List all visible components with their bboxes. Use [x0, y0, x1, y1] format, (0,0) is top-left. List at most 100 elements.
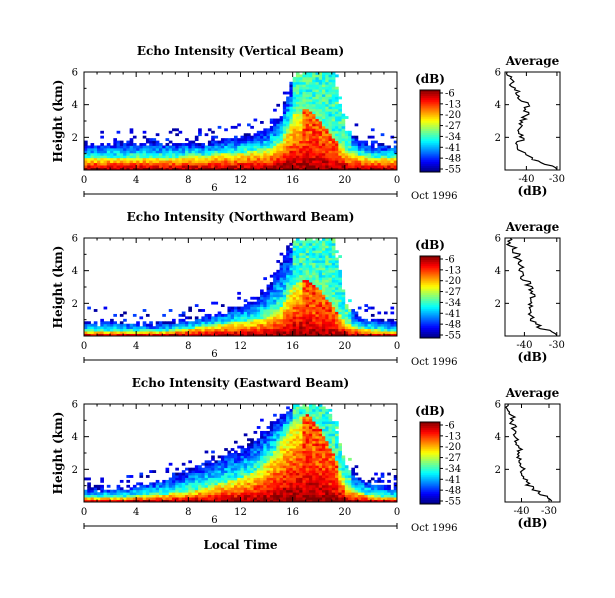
heatmap-cell	[97, 484, 101, 488]
date-label: Oct 1996	[411, 191, 457, 202]
heatmap-cell	[315, 250, 320, 254]
heatmap-cell	[331, 162, 336, 166]
heatmap-cell	[351, 147, 356, 151]
heatmap-cell	[158, 160, 163, 164]
heatmap-cell	[175, 475, 179, 478]
heatmap-cell	[282, 448, 287, 451]
heatmap-cell	[308, 472, 313, 476]
heatmap-cell	[162, 497, 166, 500]
heatmap-cell	[100, 497, 104, 500]
heatmap-cell	[273, 443, 277, 447]
heatmap-cell	[322, 284, 326, 288]
heatmap-cell	[325, 408, 329, 412]
heatmap-cell	[145, 157, 150, 161]
heatmap-cell	[322, 279, 326, 283]
heatmap-cell	[302, 279, 307, 283]
heatmap-cells	[84, 238, 398, 337]
heatmap-cell	[354, 328, 359, 332]
heatmap-cell	[322, 438, 326, 442]
heatmap-cell	[145, 323, 150, 327]
heatmap-cell	[318, 135, 323, 139]
heatmap-cell	[227, 152, 232, 156]
heatmap-cell	[305, 269, 310, 273]
heatmap-cell	[335, 89, 339, 92]
heatmap-cell	[328, 487, 333, 491]
heatmap-cell	[305, 477, 310, 481]
heatmap-cell	[250, 311, 254, 315]
heatmap-cell	[273, 433, 277, 437]
heatmap-cell	[318, 162, 323, 166]
heatmap-cell	[328, 111, 333, 115]
heatmap-cell	[289, 143, 294, 146]
heatmap-cell	[217, 152, 222, 156]
heatmap-cell	[250, 318, 254, 322]
heatmap-cell	[295, 301, 300, 305]
heatmap-cell	[370, 147, 375, 151]
heatmap-cell	[136, 152, 140, 156]
heatmap-cell	[322, 470, 326, 473]
heatmap-cell	[289, 108, 294, 112]
colorbar-segment	[420, 313, 440, 316]
heatmap-cell	[302, 252, 307, 256]
heatmap-cell	[295, 479, 300, 483]
heatmap-cell	[243, 475, 248, 478]
heatmap-cell	[227, 165, 232, 168]
heatmap-cell	[269, 147, 274, 151]
heatmap-cell	[325, 482, 329, 486]
heatmap-cell	[194, 499, 199, 503]
heatmap-cell	[289, 121, 294, 124]
heatmap-cell	[106, 499, 111, 503]
heatmap-cell	[302, 257, 307, 261]
heatmap-cell	[204, 482, 209, 486]
heatmap-cell	[237, 479, 241, 483]
heatmap-cell	[354, 326, 359, 330]
heatmap-cell	[289, 147, 294, 151]
heatmap-cell	[289, 150, 294, 154]
heatmap-cell	[260, 489, 264, 493]
heatmap-cell	[100, 167, 104, 171]
heatmap-cell	[276, 260, 281, 263]
heatmap-cell	[243, 328, 248, 332]
heatmap-cell	[230, 138, 235, 141]
heatmap-cell	[286, 430, 290, 434]
heatmap-cell	[188, 140, 192, 144]
heatmap-cell	[253, 453, 258, 456]
heatmap-cell	[279, 123, 284, 127]
heatmap-cell	[204, 497, 209, 500]
heatmap-cell	[188, 475, 192, 478]
heatmap-cell	[315, 98, 320, 102]
heatmap-cell	[328, 165, 333, 168]
heatmap-cell	[84, 492, 88, 496]
heatmap-cell	[204, 489, 209, 493]
heatmap-cell	[335, 333, 339, 337]
heatmap-cell	[269, 299, 274, 303]
colorbar-segment	[420, 282, 440, 286]
heatmap-cell	[308, 150, 313, 154]
heatmap-cell	[276, 311, 281, 315]
heatmap-cell	[318, 487, 323, 491]
heatmap-cell	[266, 475, 271, 478]
heatmap-cell	[335, 108, 339, 112]
average-profile-line	[505, 237, 558, 336]
heatmap-cell	[247, 140, 251, 144]
heatmap-cell	[178, 497, 183, 500]
heatmap-cell	[250, 475, 254, 478]
heatmap-cell	[266, 296, 271, 300]
heatmap-cell	[351, 321, 356, 325]
heatmap-cell	[168, 331, 173, 334]
heatmap-cell	[315, 457, 320, 461]
heatmap-cell	[308, 103, 313, 107]
heatmap-cell	[126, 157, 131, 161]
heatmap-cell	[335, 313, 339, 317]
heatmap-cell	[286, 284, 290, 288]
heatmap-cell	[282, 479, 287, 483]
heatmap-cell	[331, 86, 336, 90]
heatmap-cell	[322, 331, 326, 334]
average-x-tick-label: -40	[518, 174, 534, 185]
heatmap-cell	[302, 143, 307, 146]
heatmap-cell	[224, 479, 228, 483]
heatmap-cell	[256, 145, 261, 149]
heatmap-cell	[328, 430, 333, 434]
heatmap-cell	[325, 438, 329, 442]
heatmap-cell	[87, 477, 91, 481]
